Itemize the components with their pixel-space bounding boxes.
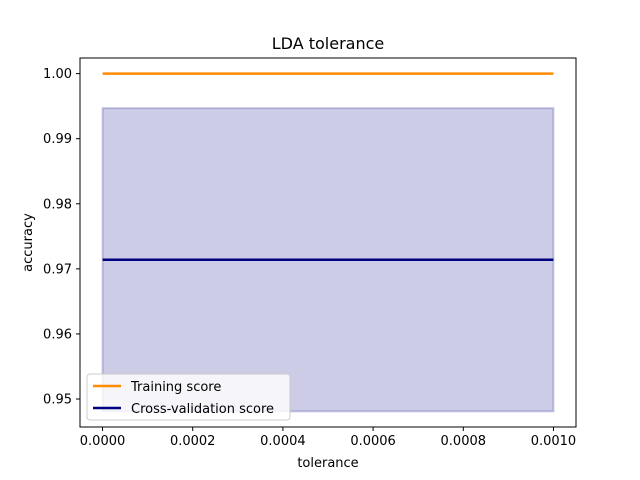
x-tick-label: 0.0002 [170,434,216,449]
y-tick-label: 0.98 [43,197,72,212]
legend-label-training: Training score [130,380,221,395]
y-tick-label: 1.00 [43,67,72,82]
x-axis-label: tolerance [297,456,358,471]
x-tick-label: 0.0004 [260,434,306,449]
y-axis-ticks: 0.95 0.96 0.97 0.98 0.99 1.00 [43,67,80,408]
y-tick-label: 0.97 [43,262,72,277]
series-group [102,72,554,261]
x-tick-label: 0.0010 [531,434,577,449]
y-tick-label: 0.95 [43,393,72,408]
legend: Training score Cross-validation score [86,373,291,421]
x-tick-label: 0.0000 [80,434,126,449]
plot-frame [79,57,577,428]
y-tick-label: 0.96 [43,327,72,342]
chart-title: LDA tolerance [272,34,385,53]
x-tick-label: 0.0006 [350,434,396,449]
legend-label-cross-validation: Cross-validation score [131,402,274,417]
x-tick-label: 0.0008 [441,434,487,449]
y-axis-label: accuracy [21,213,36,272]
y-tick-label: 0.99 [43,132,72,147]
legend-box [86,373,291,421]
x-axis-ticks: 0.0000 0.0002 0.0004 0.0006 0.0008 0.0010 [80,427,576,449]
